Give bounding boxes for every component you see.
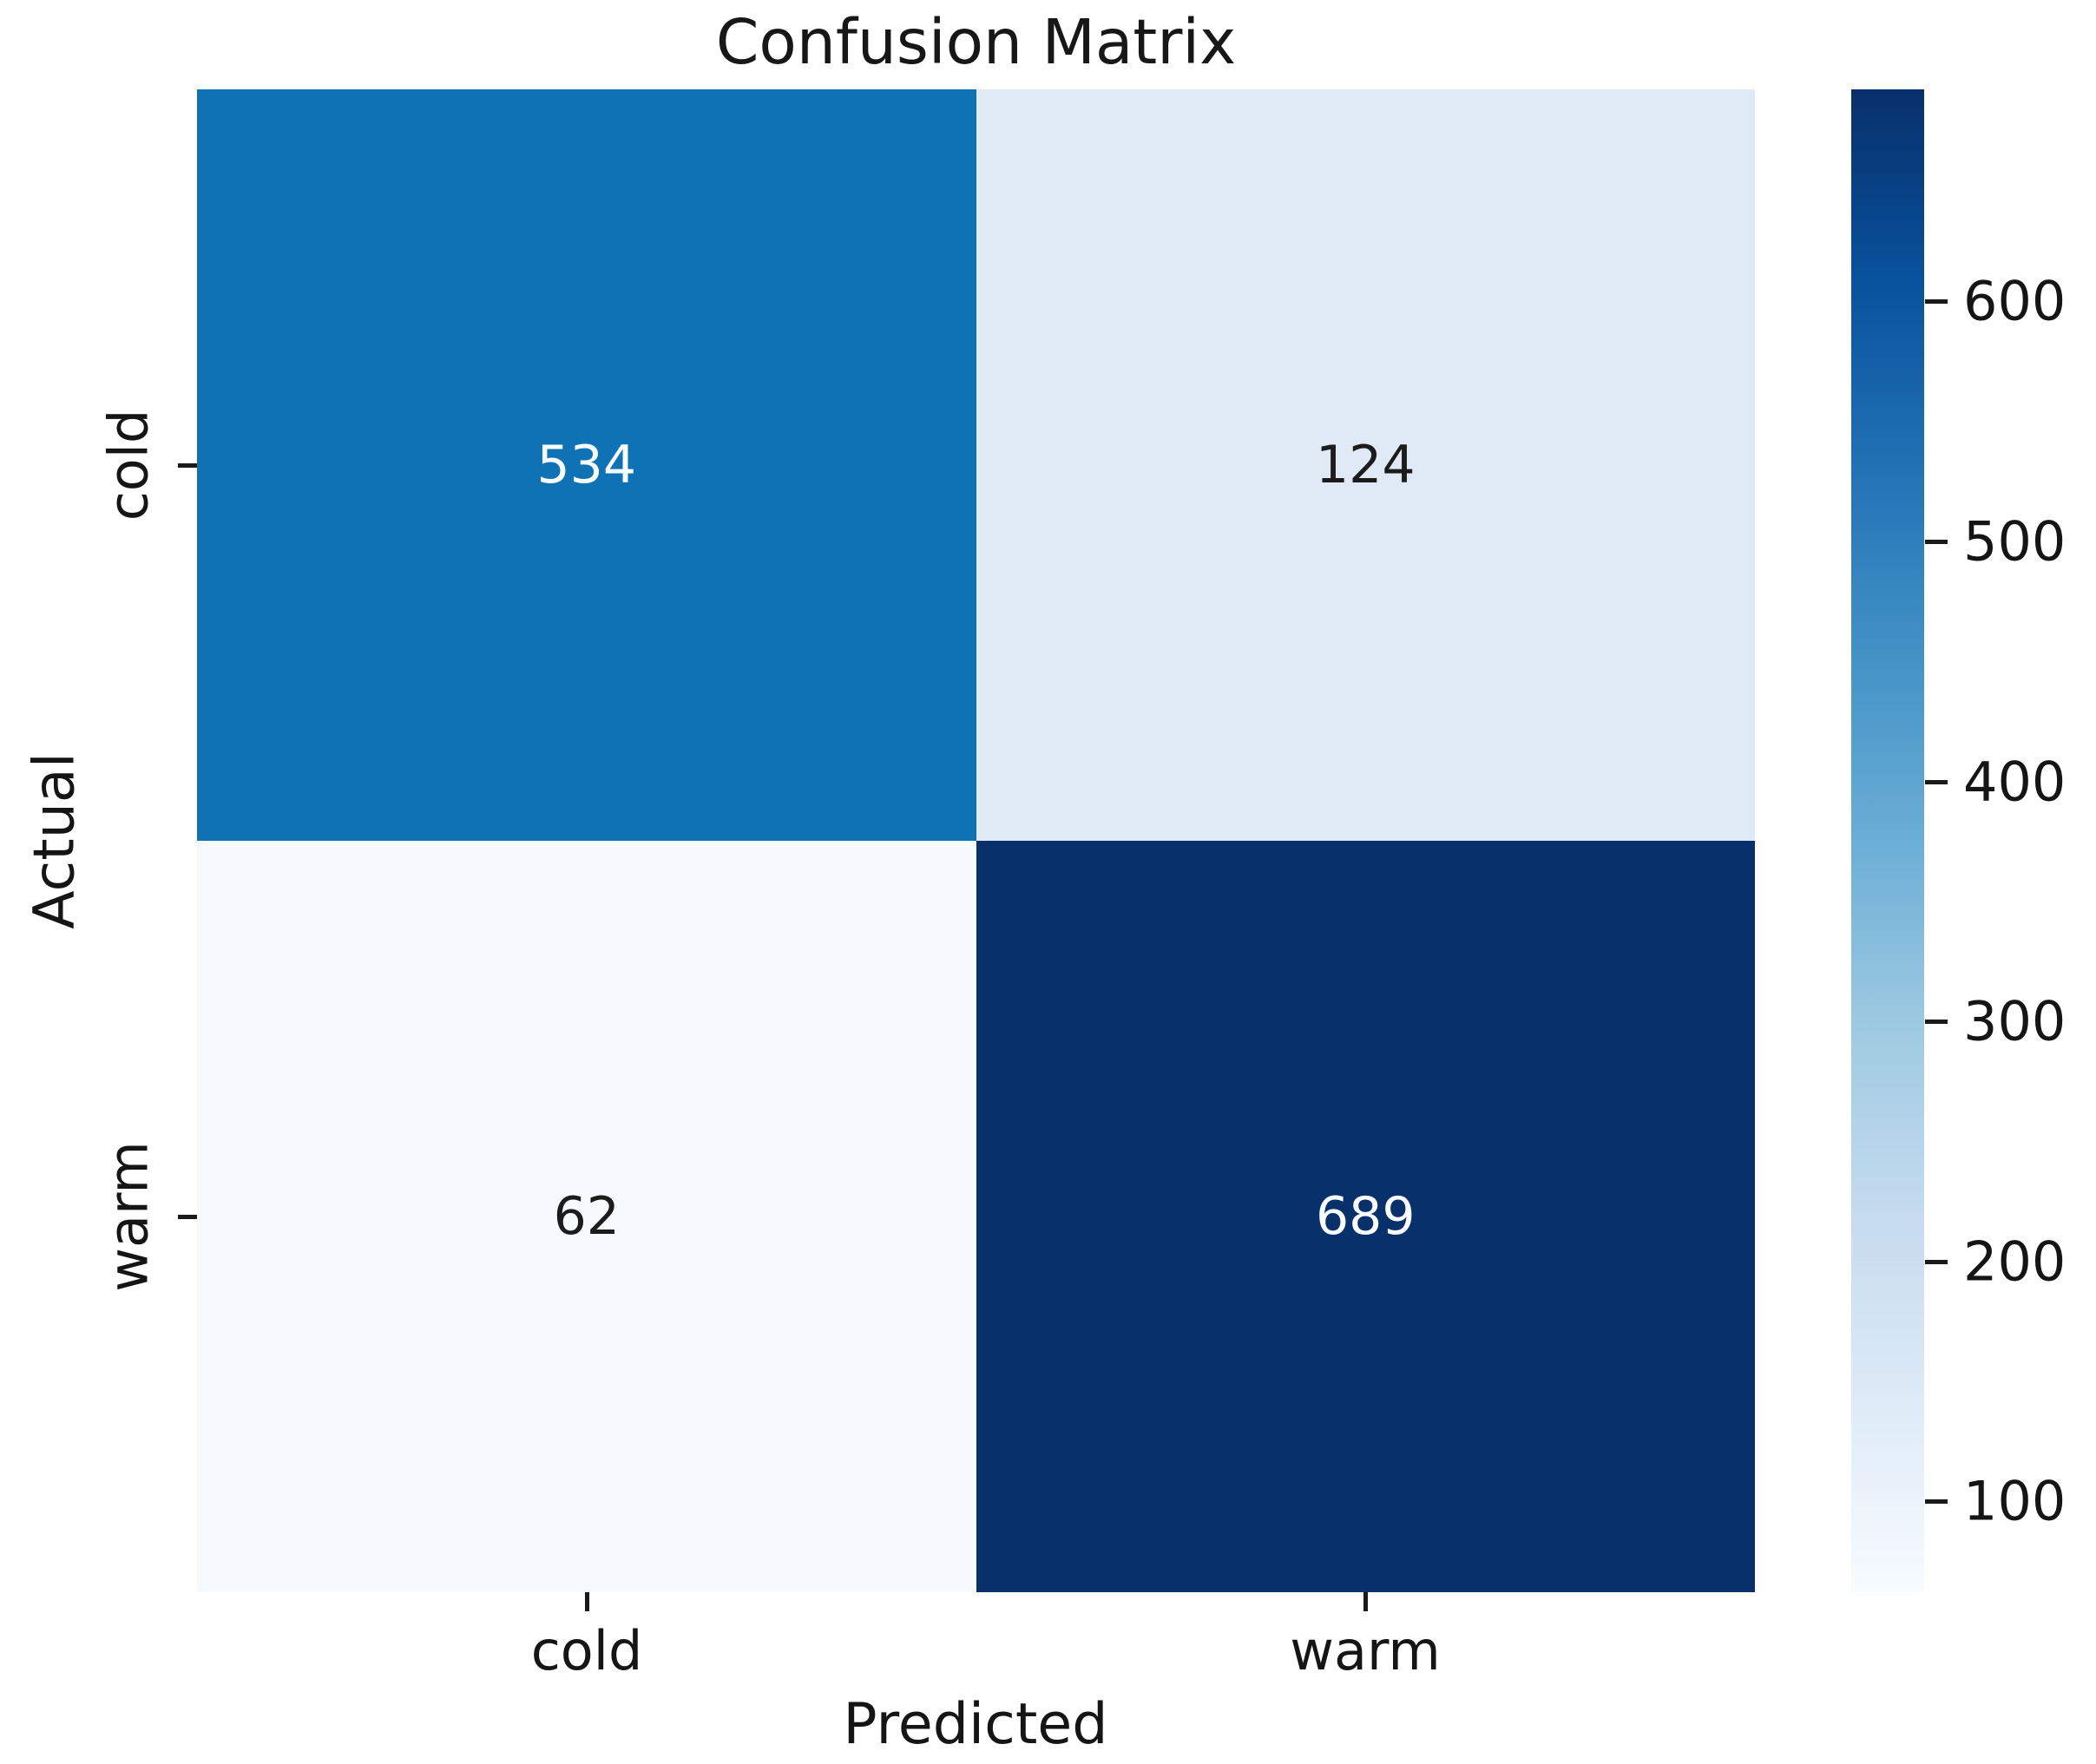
x-axis-tick-label-warm: warm bbox=[1290, 1619, 1441, 1682]
cell-value: 534 bbox=[536, 435, 637, 495]
x-tick-mark-warm bbox=[1363, 1592, 1368, 1611]
cell-value: 689 bbox=[1315, 1186, 1416, 1247]
confusion-matrix-heatmap: 534 124 62 689 bbox=[197, 89, 1755, 1592]
y-axis-tick-label-cold: cold bbox=[96, 409, 161, 521]
colorbar-tick-mark-300 bbox=[1925, 1020, 1948, 1024]
colorbar-tick-mark-600 bbox=[1925, 299, 1948, 304]
x-tick-mark-cold bbox=[585, 1592, 589, 1611]
y-axis-tick-label-warm: warm bbox=[96, 1141, 161, 1292]
y-tick-mark-warm bbox=[178, 1215, 197, 1219]
colorbar-tick-mark-500 bbox=[1925, 540, 1948, 544]
y-tick-mark-cold bbox=[178, 463, 197, 468]
y-axis-label: Actual bbox=[22, 752, 88, 929]
colorbar-tick-label-400: 400 bbox=[1963, 750, 2066, 814]
colorbar-tick-mark-200 bbox=[1925, 1260, 1948, 1264]
cell-value: 124 bbox=[1315, 435, 1416, 495]
colorbar-tick-label-100: 100 bbox=[1963, 1469, 2066, 1533]
colorbar-tick-label-200: 200 bbox=[1963, 1230, 2066, 1294]
x-axis-label: Predicted bbox=[843, 1692, 1108, 1757]
chart-title: Confusion Matrix bbox=[715, 6, 1237, 78]
colorbar-gradient bbox=[1851, 89, 1924, 1592]
colorbar-tick-label-500: 500 bbox=[1963, 509, 2066, 574]
x-axis-tick-label-cold: cold bbox=[530, 1619, 643, 1682]
heatmap-cell-actual-warm-pred-warm: 689 bbox=[976, 841, 1755, 1592]
colorbar-tick-label-600: 600 bbox=[1963, 269, 2066, 333]
colorbar-tick-label-300: 300 bbox=[1963, 989, 2066, 1053]
heatmap-cell-actual-warm-pred-cold: 62 bbox=[197, 841, 976, 1592]
colorbar-tick-mark-400 bbox=[1925, 780, 1948, 784]
heatmap-cell-actual-cold-pred-warm: 124 bbox=[976, 89, 1755, 841]
heatmap-cell-actual-cold-pred-cold: 534 bbox=[197, 89, 976, 841]
colorbar-tick-mark-100 bbox=[1925, 1499, 1948, 1504]
cell-value: 62 bbox=[553, 1186, 620, 1247]
